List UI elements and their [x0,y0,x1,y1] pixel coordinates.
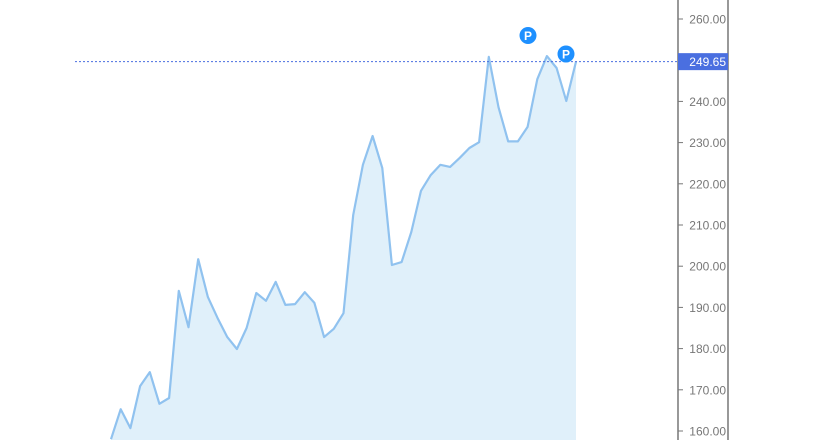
y-axis: 160.00 170.00 180.00 190.00 200.00 210.00 220.… [677,0,729,440]
y-tick-label: 220.00 [689,177,726,191]
y-tick-label: 170.00 [689,383,726,397]
marker-circle [519,26,537,44]
y-tick-label: 190.00 [689,301,726,315]
area-fill [111,56,576,440]
last-price-label: 249.65 [689,55,726,69]
marker-label: P [562,48,570,62]
marker-circle [557,45,575,63]
last-price-badge [678,53,728,71]
y-tick-label: 160.00 [689,425,726,439]
marker-p: P [557,45,575,63]
y-tick-label: 260.00 [689,13,726,27]
marker-p: P [519,26,537,44]
y-tick-label: 200.00 [689,260,726,274]
y-tick-label: 240.00 [689,95,726,109]
y-tick-label: 230.00 [689,136,726,150]
marker-label: P [524,29,532,43]
plot-area: PP [75,26,678,440]
y-tick-label: 210.00 [689,219,726,233]
y-tick-label: 180.00 [689,342,726,356]
price-line [109,54,578,440]
